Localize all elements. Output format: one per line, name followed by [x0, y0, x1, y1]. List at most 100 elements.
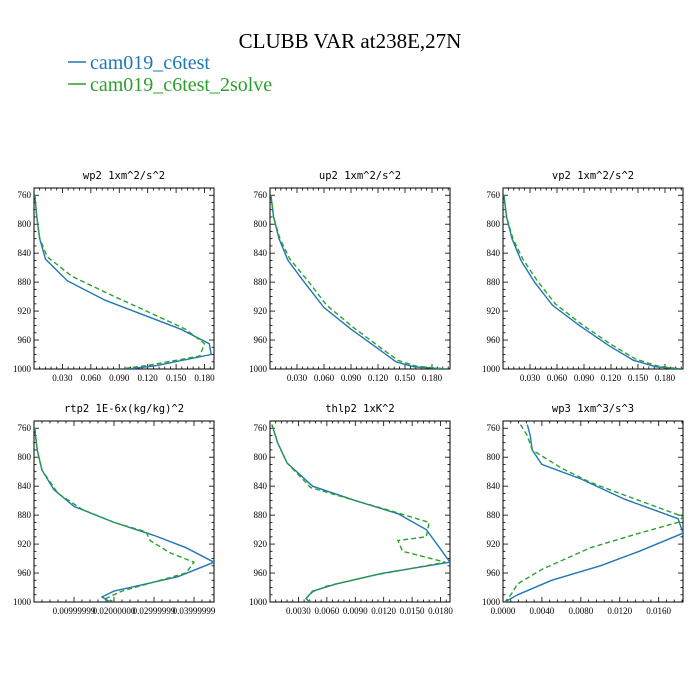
x-tick-label: 0.150	[166, 373, 187, 383]
series-line-c6test-2solve	[504, 424, 683, 602]
panel-title: wp3 1xm^3/s^3	[552, 403, 634, 415]
panel-title: thlp2 1xK^2	[325, 403, 395, 415]
x-tick-label: 0.02999999	[133, 606, 176, 616]
x-tick-label: 0.120	[368, 373, 389, 383]
y-tick-label: 880	[254, 277, 268, 287]
y-tick-label: 800	[18, 452, 32, 462]
legend-label-2: cam019_c6test_2solve	[90, 74, 272, 96]
plot-frame	[33, 187, 215, 370]
x-tick-label: 0.060	[547, 373, 568, 383]
y-tick-label: 920	[18, 306, 32, 316]
y-tick-label: 840	[254, 248, 268, 258]
series-line-c6test-2solve	[34, 195, 206, 369]
y-tick-label: 760	[18, 423, 32, 433]
y-tick-label: 880	[18, 277, 32, 287]
y-tick-label: 760	[254, 423, 268, 433]
y-tick-label: 840	[18, 248, 32, 258]
x-tick-label: 0.0120	[371, 606, 396, 616]
legend: cam019_c6test cam019_c6test_2solve	[68, 52, 272, 96]
y-tick-label: 960	[487, 335, 501, 345]
series-line-c6test	[271, 424, 450, 602]
y-tick-label: 800	[487, 452, 501, 462]
panel-6: wp3 1xm^3/s^3 760 800 840 880 920 960 10000.000…	[482, 403, 684, 616]
y-tick-label: 760	[254, 190, 268, 200]
x-tick-label: 0.03999999	[173, 606, 216, 616]
x-tick-label: 0.0040	[530, 606, 555, 616]
y-tick-label: 1000	[482, 364, 501, 374]
y-tick-label: 840	[18, 481, 32, 491]
y-tick-label: 1000	[482, 597, 501, 607]
x-tick-label: 0.090	[341, 373, 362, 383]
y-tick-label: 920	[254, 539, 268, 549]
x-tick-label: 0.030	[520, 373, 541, 383]
plot-frame	[269, 187, 451, 370]
y-tick-label: 800	[18, 219, 32, 229]
y-tick-label: 960	[18, 335, 32, 345]
x-tick-label: 0.150	[628, 373, 649, 383]
x-tick-label: 0.150	[395, 373, 416, 383]
y-tick-label: 1000	[13, 597, 32, 607]
x-tick-label: 0.00999999	[53, 606, 96, 616]
y-tick-label: 960	[254, 568, 268, 578]
panel-title: wp2 1xm^2/s^2	[83, 170, 165, 182]
panel-2: up2 1xm^2/s^2 760 800 840 880 920 960 1000 0.030…	[249, 170, 451, 383]
series-line-c6test-2solve	[503, 195, 682, 369]
y-tick-label: 840	[254, 481, 268, 491]
x-tick-label: 0.02000000	[93, 606, 136, 616]
y-tick-label: 920	[487, 539, 501, 549]
x-tick-label: 0.0150	[400, 606, 425, 616]
y-tick-label: 760	[18, 190, 32, 200]
y-tick-label: 840	[487, 481, 501, 491]
x-tick-label: 0.0180	[428, 606, 453, 616]
plot-frame	[269, 420, 451, 603]
x-tick-label: 0.0000	[491, 606, 516, 616]
x-tick-label: 0.090	[109, 373, 130, 383]
x-tick-label: 0.120	[601, 373, 622, 383]
x-tick-label: 0.030	[287, 373, 308, 383]
x-tick-label: 0.0060	[314, 606, 339, 616]
series-line-c6test-2solve	[34, 428, 196, 602]
y-tick-label: 800	[254, 452, 268, 462]
y-tick-label: 760	[487, 423, 501, 433]
y-tick-label: 1000	[13, 364, 32, 374]
y-tick-label: 960	[18, 568, 32, 578]
x-tick-label: 0.0120	[607, 606, 632, 616]
plot-frame	[502, 420, 684, 603]
y-tick-label: 960	[487, 568, 501, 578]
panel-3: vp2 1xm^2/s^2 760 800 840 880 920 960 1000 0.030…	[482, 170, 684, 383]
x-tick-label: 0.180	[194, 373, 215, 383]
y-tick-label: 920	[18, 539, 32, 549]
y-tick-label: 880	[487, 510, 501, 520]
y-tick-label: 760	[487, 190, 501, 200]
y-tick-label: 880	[18, 510, 32, 520]
panel-1: wp2 1xm^2/s^2 760 800 840 880 920 960 1000 0.030…	[13, 170, 215, 383]
figure-title: CLUBB VAR at238E,27N	[239, 29, 462, 53]
x-tick-label: 0.180	[655, 373, 676, 383]
legend-label-1: cam019_c6test	[90, 52, 210, 74]
x-tick-label: 0.120	[138, 373, 159, 383]
x-tick-label: 0.0090	[343, 606, 368, 616]
x-tick-label: 0.030	[52, 373, 73, 383]
x-tick-label: 0.180	[422, 373, 443, 383]
panel-title: up2 1xm^2/s^2	[319, 170, 401, 182]
y-tick-label: 800	[487, 219, 501, 229]
y-tick-label: 880	[254, 510, 268, 520]
y-tick-label: 1000	[249, 364, 268, 374]
panel-title: vp2 1xm^2/s^2	[552, 170, 634, 182]
x-tick-label: 0.060	[314, 373, 335, 383]
y-tick-label: 1000	[249, 597, 268, 607]
panel-title: rtp2 1E-6x(kg/kg)^2	[64, 403, 184, 415]
x-tick-label: 0.0030	[286, 606, 311, 616]
x-tick-label: 0.0080	[568, 606, 593, 616]
y-tick-label: 880	[487, 277, 501, 287]
plot-frame	[33, 420, 215, 603]
x-tick-label: 0.060	[81, 373, 102, 383]
plot-frame	[502, 187, 684, 370]
panel-4: rtp2 1E-6x(kg/kg)^2 760 800 840 880 920 960 100…	[13, 403, 216, 616]
y-tick-label: 840	[487, 248, 501, 258]
y-tick-label: 920	[254, 306, 268, 316]
x-tick-label: 0.0160	[646, 606, 671, 616]
